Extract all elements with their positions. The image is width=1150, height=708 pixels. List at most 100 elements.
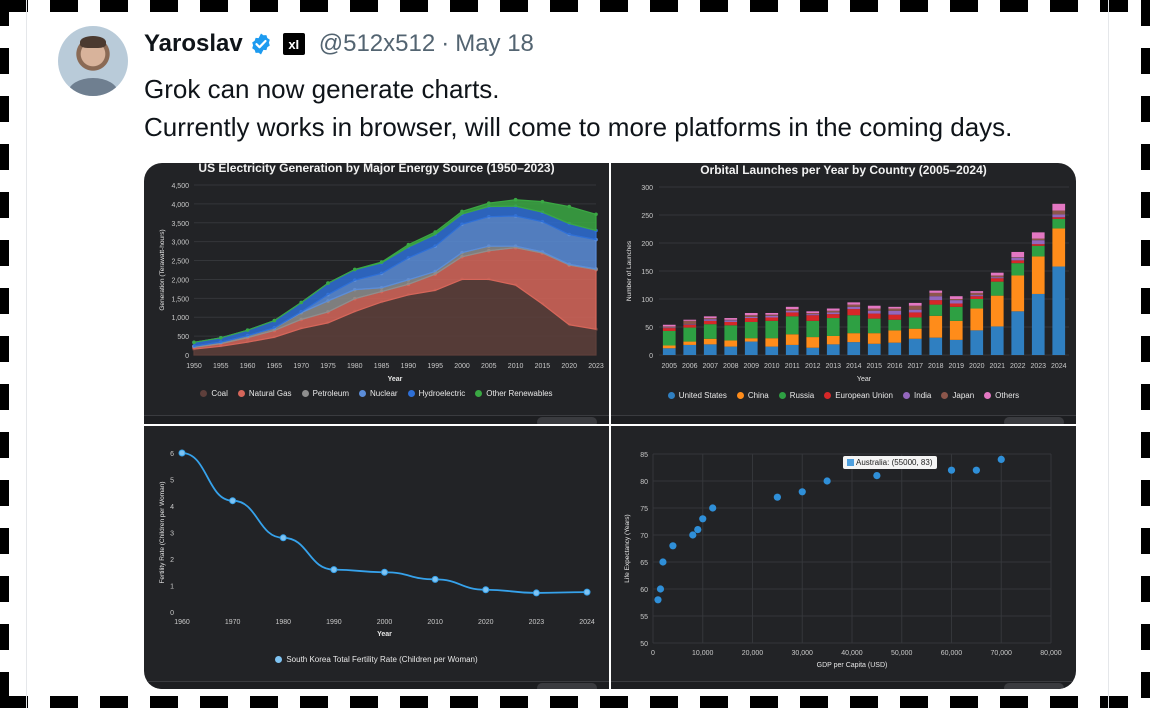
bar-segment-china — [1052, 228, 1066, 267]
electricity-legend-item[interactable]: Nuclear — [359, 389, 398, 398]
fertility-chart-panel[interactable]: 0 1 2 3 4 5 6 1960 1970 1980 1990 2000 2010 2020 2023 2… — [144, 426, 609, 689]
x-tick-label: 2015 — [535, 363, 551, 370]
y-tick-label: 65 — [640, 560, 648, 567]
media-grid[interactable]: 0 500 1,000 1,500 2,000 2,500 3,000 3,500 4,000 4… — [144, 163, 1076, 689]
x-tick-label: 2009 — [743, 363, 759, 370]
x-tick-label: 1985 — [374, 363, 390, 370]
electricity-chart-title: US Electricity Generation by Major Energ… — [198, 163, 555, 175]
electricity-chart-panel[interactable]: 0 500 1,000 1,500 2,000 2,500 3,000 3,500 4,000 4… — [144, 163, 609, 424]
bar-segment-russia — [929, 304, 943, 316]
y-tick-label: 3 — [170, 531, 174, 538]
bar-segment-others — [683, 319, 697, 321]
download-button[interactable] — [537, 683, 597, 689]
legend-label: European Union — [835, 391, 894, 400]
x-tick-label: 50,000 — [891, 650, 913, 657]
legend-label: Hydroelectric — [418, 389, 466, 398]
y-tick-label: 0 — [649, 353, 653, 360]
y-tick-label: 50 — [640, 641, 648, 648]
orbital-legend-item[interactable]: Japan — [941, 391, 974, 400]
y-tick-label: 60 — [640, 587, 648, 594]
bar-segment-china — [949, 320, 963, 340]
legend-label: Coal — [211, 389, 228, 398]
bar-segment-united-states — [888, 342, 902, 355]
orbital-legend-item[interactable]: India — [903, 391, 931, 400]
scatter-point — [689, 531, 697, 539]
verified-badge-icon[interactable] — [249, 32, 273, 56]
bar-segment-united-states — [806, 347, 820, 355]
post-date[interactable]: May 18 — [455, 30, 534, 57]
legend-label: India — [914, 391, 932, 400]
orbital-legend-item[interactable]: China — [736, 391, 769, 400]
electricity-legend-item[interactable]: Coal — [200, 389, 228, 398]
bar-segment-russia — [765, 320, 779, 339]
x-tick-label: 1980 — [275, 619, 291, 626]
data-point — [353, 267, 357, 272]
electricity-legend-item[interactable]: Other Renewables — [475, 389, 553, 398]
electricity-legend: Coal Natural Gas Petroleum Nuclear Hydroelec… — [144, 389, 609, 398]
x-tick-label: 1975 — [320, 363, 336, 370]
bar-segment-japan — [662, 326, 676, 328]
bar-segment-russia — [703, 324, 717, 339]
y-tick-label: 4,000 — [171, 202, 189, 209]
dashed-frame-right — [1141, 0, 1150, 708]
bar-segment-european-union — [1011, 260, 1025, 264]
bar-segment-japan — [683, 320, 697, 325]
legend-swatch — [301, 390, 309, 397]
bar-segment-others — [724, 318, 738, 320]
bar-segment-united-states — [683, 344, 697, 355]
lifeexp-chart-panel[interactable]: 50 55 60 65 70 75 80 85 0 10,000 20,000 30,000 40,00… — [611, 426, 1076, 689]
orbital-chart-panel[interactable]: 0 50 100 150 200 250 300 2005 2006 2007 2008 2009 20… — [611, 163, 1076, 424]
bar-segment-japan — [847, 304, 861, 307]
lifeexp-footer — [611, 681, 1076, 689]
bar-segment-russia — [744, 321, 758, 339]
legend-label: Petroleum — [312, 389, 350, 398]
bar-segment-european-union — [703, 320, 717, 325]
orbital-legend-item[interactable]: Russia — [778, 391, 814, 400]
bar-segment-japan — [929, 292, 943, 297]
bar-segment-united-states — [847, 342, 861, 355]
bar-segment-russia — [785, 316, 799, 335]
bar-segment-japan — [785, 309, 799, 311]
fertility-legend-item[interactable]: South Korea Total Fertility Rate (Childr… — [275, 655, 478, 664]
fertility-legend: South Korea Total Fertility Rate (Childr… — [144, 655, 609, 664]
author-name[interactable]: Yaroslav — [144, 30, 243, 57]
legend-swatch — [824, 392, 832, 399]
data-point — [326, 281, 330, 285]
electricity-legend-item[interactable]: Hydroelectric — [407, 389, 466, 398]
legend-label: United States — [678, 391, 727, 400]
bar-segment-japan — [867, 308, 881, 311]
scatter-point — [656, 585, 665, 593]
x-tick-label: 10,000 — [692, 650, 714, 657]
data-point — [192, 340, 196, 345]
download-button[interactable] — [1004, 417, 1064, 424]
y-tick-label: 0 — [185, 353, 189, 360]
download-button[interactable] — [1004, 683, 1064, 689]
area-other-renewables — [193, 199, 597, 343]
x-tick-label: 1960 — [174, 619, 190, 626]
y-axis-label: Generation (Terawatt-hours) — [159, 229, 166, 310]
bar-segment-russia — [1052, 218, 1066, 229]
electricity-legend-item[interactable]: Petroleum — [301, 389, 350, 398]
avatar[interactable] — [58, 26, 128, 96]
scatter-point — [972, 466, 980, 474]
y-tick-label: 3,500 — [171, 221, 189, 228]
affiliation-badge-icon[interactable]: xI — [282, 33, 305, 55]
bar-segment-european-union — [929, 300, 943, 305]
bar-segment-russia — [806, 320, 820, 338]
download-button[interactable] — [537, 417, 597, 424]
bar-segment-china — [867, 333, 881, 344]
bar-segment-india — [888, 310, 902, 315]
y-tick-label: 1,500 — [171, 296, 189, 303]
x-tick-label: 20,000 — [742, 650, 764, 657]
bar-segment-others — [949, 296, 963, 299]
orbital-legend-item[interactable]: Others — [984, 391, 1019, 400]
y-axis-label: Life Expectancy (Years) — [624, 514, 631, 582]
bar-segment-united-states — [703, 344, 717, 355]
electricity-legend-item[interactable]: Natural Gas — [237, 389, 292, 398]
bar-segment-others — [888, 306, 902, 309]
orbital-legend-item[interactable]: United States — [667, 391, 727, 400]
bar-segment-european-union — [990, 278, 1004, 282]
bar-segment-russia — [1031, 245, 1045, 257]
author-handle[interactable]: @512x512 — [318, 30, 436, 57]
orbital-legend-item[interactable]: European Union — [824, 391, 893, 400]
